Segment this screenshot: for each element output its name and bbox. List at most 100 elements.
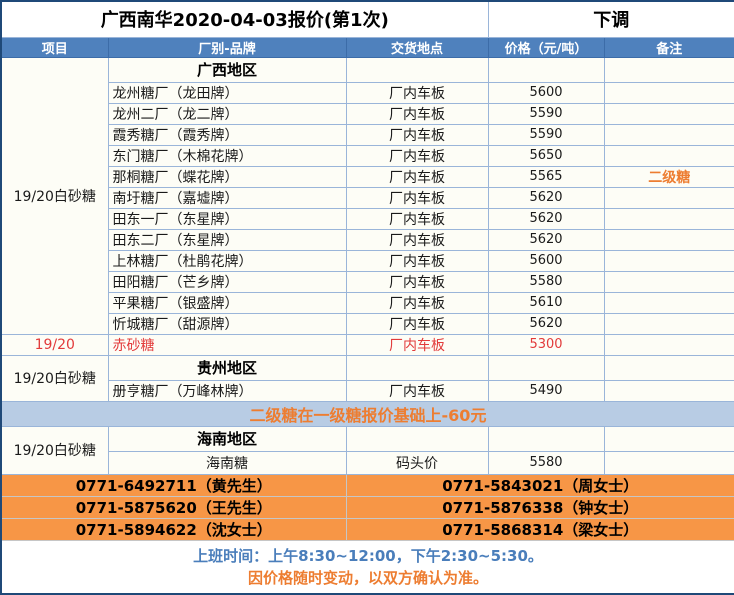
price-row: 田阳糖厂（芒乡牌） 厂内车板 5580 — [1, 270, 734, 293]
price-row: 田东二厂（东星牌） 厂内车板 5620 — [1, 228, 734, 251]
price-row: 田东一厂（东星牌） 厂内车板 5620 — [1, 207, 734, 230]
second-grade-note: 二级糖在一级糖报价基础上-60元 — [0, 400, 734, 427]
price-value: 5590 — [487, 102, 605, 125]
price-value: 5610 — [487, 291, 605, 314]
empty-cell — [603, 333, 734, 356]
empty-cell — [345, 425, 489, 452]
factory-brand-red: 赤砂糖 — [107, 333, 347, 356]
contact-phone-left: 0771-5894622（沈女士） — [0, 517, 347, 541]
empty-cell — [345, 56, 489, 83]
factory-brand: 霞秀糖厂（霞秀牌） — [107, 123, 347, 146]
region-row-guangxi: 19/20白砂糖 广西地区 — [0, 56, 734, 335]
delivery-place: 厂内车板 — [345, 291, 489, 314]
remark-second-grade: 二级糖 — [603, 165, 734, 188]
remark-cell — [603, 102, 734, 125]
footer-row: 上班时间：上午8:30~12:00，下午2:30~5:30。 因价格随时变动，以… — [0, 539, 734, 595]
remark-cell — [603, 186, 734, 209]
remark-cell — [603, 144, 734, 167]
empty-cell — [603, 425, 734, 452]
price-row: 龙州二厂（龙二牌） 厂内车板 5590 — [1, 102, 734, 125]
delivery-place: 厂内车板 — [345, 144, 489, 167]
price-row: 册亨糖厂（万峰林牌） 厂内车板 5490 — [1, 379, 734, 402]
factory-brand: 田阳糖厂（芒乡牌） — [107, 270, 347, 293]
factory-brand: 册亨糖厂（万峰林牌） — [107, 379, 347, 402]
sheet-title: 广西南华2020-04-03报价(第1次) — [0, 0, 489, 38]
factory-brand: 田东一厂（东星牌） — [107, 207, 347, 230]
factory-brand: 那桐糖厂（蝶花牌） — [107, 165, 347, 188]
factory-brand: 田东二厂（东星牌） — [107, 228, 347, 251]
price-value: 5600 — [487, 249, 605, 272]
item-label-hainan: 19/20白砂糖 — [0, 425, 109, 475]
price-row: 龙州糖厂（龙田牌） 厂内车板 5600 — [1, 81, 734, 104]
contact-row: 0771-5894622（沈女士） 0771-5868314（梁女士） — [0, 517, 734, 541]
col-header-item: 项目 — [0, 36, 109, 58]
factory-brand: 平果糖厂（银盛牌） — [107, 291, 347, 314]
price-row: 那桐糖厂（蝶花牌） 厂内车板 5565 二级糖 — [1, 165, 734, 188]
price-row: 忻城糖厂（甜源牌） 厂内车板 5620 — [1, 312, 734, 335]
delivery-place: 厂内车板 — [345, 249, 489, 272]
price-value: 5565 — [487, 165, 605, 188]
delivery-place: 厂内车板 — [345, 81, 489, 104]
banner-row: 二级糖在一级糖报价基础上-60元 — [0, 400, 734, 427]
remark-cell — [603, 207, 734, 230]
price-value: 5490 — [487, 379, 605, 402]
factory-brand: 龙州二厂（龙二牌） — [107, 102, 347, 125]
remark-cell — [603, 291, 734, 314]
factory-brand: 龙州糖厂（龙田牌） — [107, 81, 347, 104]
contact-phone-left: 0771-6492711（黄先生） — [0, 473, 347, 497]
contact-row: 0771-6492711（黄先生） 0771-5843021（周女士） — [0, 473, 734, 497]
price-value: 5620 — [487, 207, 605, 230]
column-header-row: 项目 厂别-品牌 交货地点 价格（元/吨） 备注 — [0, 36, 734, 58]
item-label-guangxi: 19/20白砂糖 — [0, 56, 109, 335]
price-row: 霞秀糖厂（霞秀牌） 厂内车板 5590 — [1, 123, 734, 146]
delivery-place: 厂内车板 — [345, 102, 489, 125]
empty-cell — [345, 354, 489, 381]
delivery-place: 厂内车板 — [345, 123, 489, 146]
delivery-place-red: 厂内车板 — [345, 333, 489, 356]
col-header-remark: 备注 — [603, 36, 734, 58]
price-value: 5620 — [487, 312, 605, 335]
contact-phone-right: 0771-5876338（钟女士） — [345, 495, 734, 519]
empty-cell — [603, 354, 734, 381]
empty-cell — [487, 354, 605, 381]
empty-cell — [603, 56, 734, 83]
price-value: 5580 — [487, 270, 605, 293]
remark-cell — [603, 379, 734, 402]
remark-cell — [603, 450, 734, 475]
factory-brand: 南圩糖厂（嘉墟牌） — [107, 186, 347, 209]
remark-cell — [603, 228, 734, 251]
delivery-place: 厂内车板 — [345, 228, 489, 251]
delivery-place: 厂内车板 — [345, 207, 489, 230]
factory-brand: 上林糖厂（杜鹃花牌） — [107, 249, 347, 272]
delivery-place: 厂内车板 — [345, 312, 489, 335]
region-header-guangxi: 广西地区 — [107, 56, 347, 83]
remark-cell — [603, 81, 734, 104]
delivery-place: 厂内车板 — [345, 186, 489, 209]
factory-brand: 东门糖厂（木棉花牌） — [107, 144, 347, 167]
trend-label: 下调 — [487, 0, 734, 38]
price-value: 5650 — [487, 144, 605, 167]
factory-brand: 忻城糖厂（甜源牌） — [107, 312, 347, 335]
contact-row: 0771-5875620（王先生） 0771-5876338（钟女士） — [0, 495, 734, 519]
delivery-place: 厂内车板 — [345, 165, 489, 188]
delivery-place: 码头价 — [345, 450, 489, 475]
col-header-price: 价格（元/吨） — [487, 36, 605, 58]
remark-cell — [603, 270, 734, 293]
price-row: 海南糖 码头价 5580 — [1, 450, 734, 475]
region-row-hainan: 19/20白砂糖 海南地区 — [0, 425, 734, 475]
contact-phone-left: 0771-5875620（王先生） — [0, 495, 347, 519]
price-change-note: 因价格随时变动，以双方确认为准。 — [247, 568, 488, 587]
price-row: 南圩糖厂（嘉墟牌） 厂内车板 5620 — [1, 186, 734, 209]
remark-cell — [603, 312, 734, 335]
working-hours-note: 上班时间：上午8:30~12:00，下午2:30~5:30。 — [193, 546, 543, 565]
item-label-red: 19/20 — [0, 333, 109, 356]
empty-cell — [487, 56, 605, 83]
contact-phone-right: 0771-5843021（周女士） — [345, 473, 734, 497]
region-header-hainan: 海南地区 — [107, 425, 347, 452]
factory-brand: 海南糖 — [107, 450, 347, 475]
empty-cell — [487, 425, 605, 452]
price-value: 5620 — [487, 186, 605, 209]
remark-cell — [603, 123, 734, 146]
